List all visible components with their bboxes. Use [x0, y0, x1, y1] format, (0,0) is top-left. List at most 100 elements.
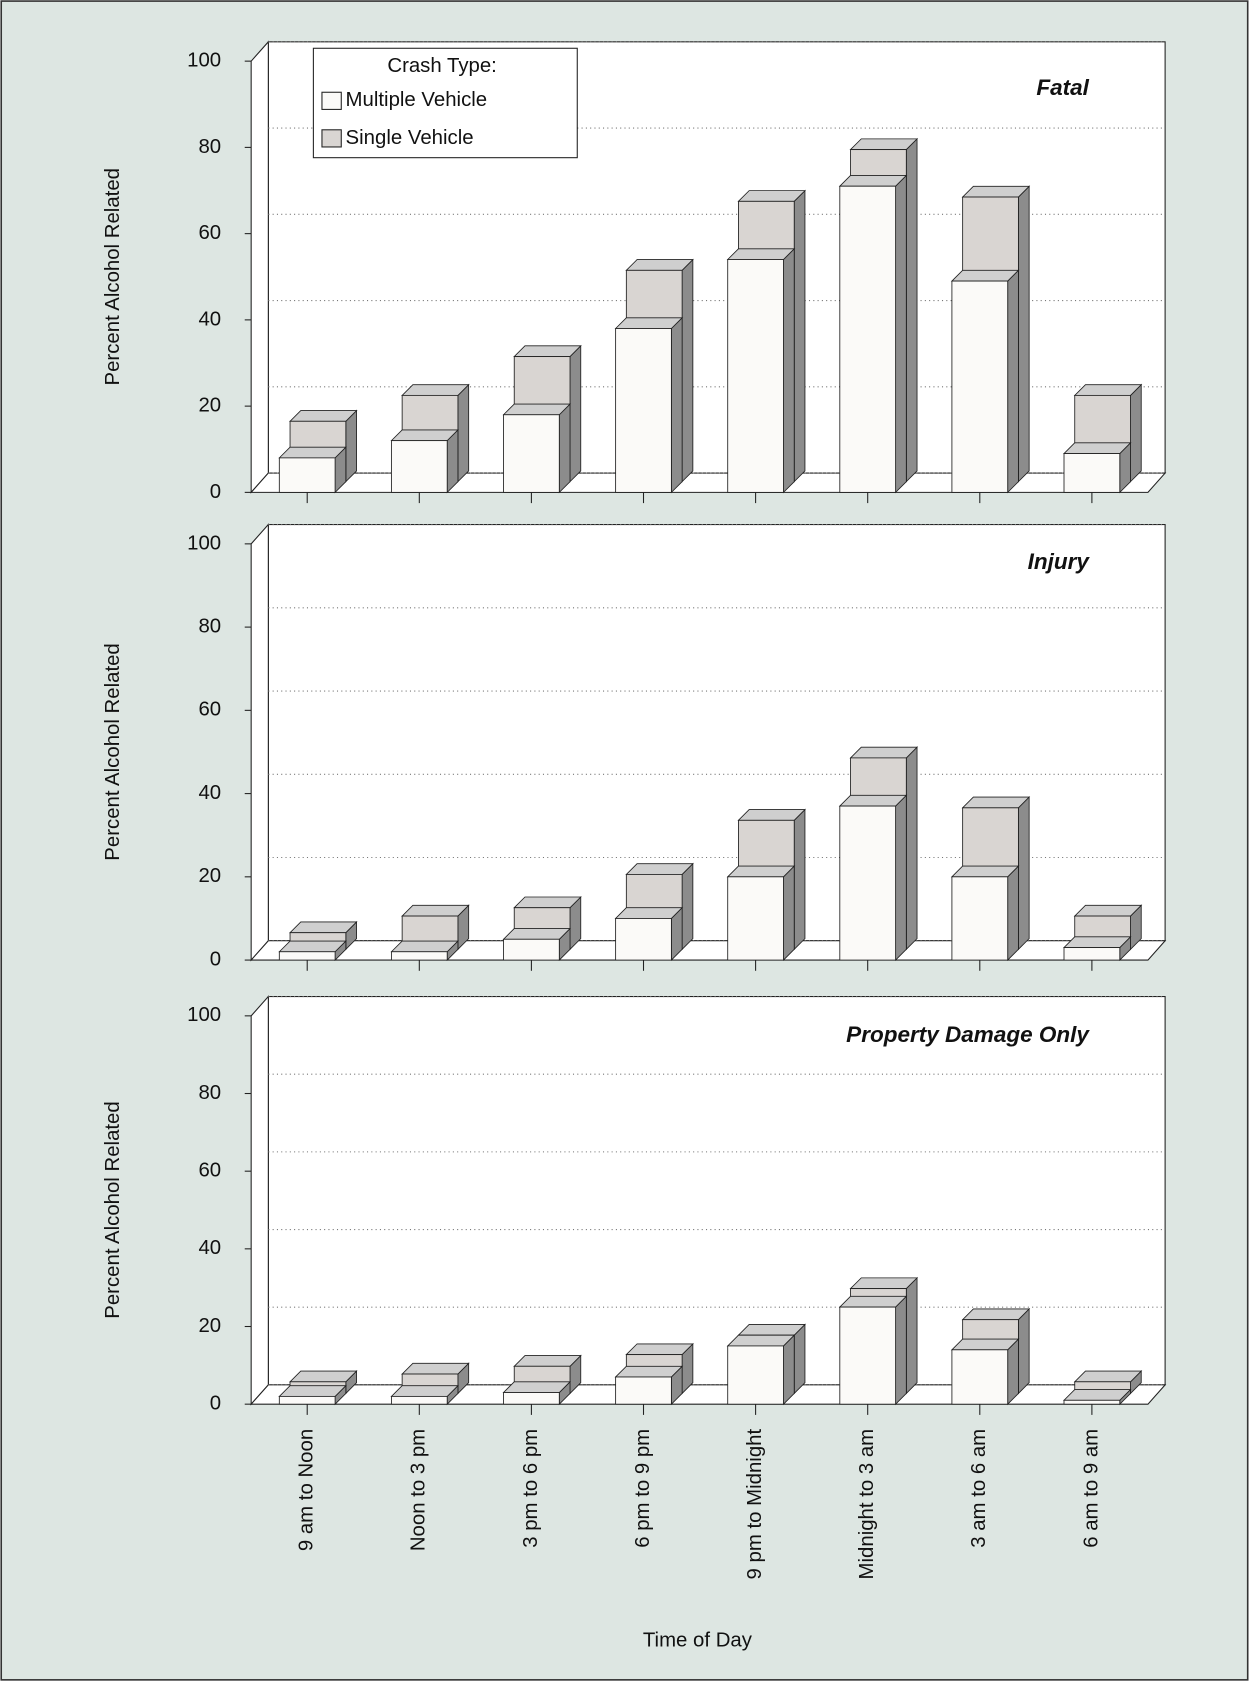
legend-swatch: [321, 129, 342, 148]
bar-top: [401, 904, 470, 917]
bar: [503, 414, 560, 493]
bar: [1063, 1399, 1121, 1405]
bar-top: [502, 928, 572, 940]
floor: [249, 1384, 1167, 1405]
x-tick-label: Midnight to 3 am: [856, 1429, 878, 1580]
bar: [951, 1349, 1009, 1405]
floor: [249, 472, 1167, 493]
bar-top: [513, 1355, 582, 1367]
bar-top: [614, 1365, 684, 1378]
bar-top: [625, 259, 694, 271]
bar: [390, 1395, 448, 1405]
bar-top: [278, 940, 347, 953]
bar: [615, 328, 672, 493]
bar: [615, 918, 672, 961]
legend-box: [312, 47, 578, 159]
legend-swatch: [321, 91, 342, 110]
bar-top: [1062, 1389, 1132, 1401]
y-tick-label: 60: [198, 222, 221, 244]
bar-side: [670, 316, 683, 494]
legend-label: Multiple Vehicle: [346, 89, 488, 111]
bar-side: [1017, 185, 1030, 483]
bar-side: [793, 189, 806, 483]
bar-side: [895, 174, 907, 494]
bar-top: [737, 1324, 806, 1336]
bar-top: [401, 384, 470, 396]
bar-top: [513, 896, 582, 909]
x-tick-label: 9 am to Noon: [296, 1429, 318, 1551]
bar-top: [614, 317, 684, 329]
x-tick-label: 3 pm to 6 pm: [520, 1429, 542, 1548]
bar-top: [950, 865, 1020, 878]
bar: [1063, 453, 1121, 493]
x-tick-label: 6 pm to 9 pm: [632, 1429, 654, 1548]
y-tick-label: 40: [198, 308, 221, 330]
bar-side: [905, 137, 918, 483]
bar-top: [278, 446, 347, 459]
bar-top: [1073, 1370, 1143, 1383]
y-axis-label: Percent Alcohol Related: [102, 168, 124, 385]
bar: [390, 440, 448, 493]
bar: [503, 1392, 560, 1405]
bar-side: [905, 1276, 918, 1395]
bar: [839, 805, 897, 961]
bar: [951, 280, 1009, 493]
panel-title: Property Damage Only: [846, 1022, 1090, 1047]
bar-top: [1062, 442, 1132, 454]
bar: [278, 1395, 336, 1405]
bar-top: [961, 185, 1031, 198]
bar-top: [289, 1370, 358, 1383]
bar-top: [849, 746, 919, 759]
bar: [278, 951, 336, 961]
bar: [727, 876, 784, 961]
legend-label: Single Vehicle: [346, 127, 474, 149]
bar: [390, 951, 448, 961]
bar-side: [905, 746, 918, 951]
bar-top: [726, 248, 796, 260]
bar-top: [401, 1362, 470, 1375]
bar-top: [502, 1381, 572, 1393]
bar-side: [1007, 269, 1019, 494]
bar-side: [457, 383, 470, 483]
y-tick-label: 60: [198, 1160, 221, 1182]
bar-top: [950, 269, 1020, 282]
bar: [951, 876, 1009, 961]
left-wall: [250, 40, 269, 494]
x-tick-label: 9 pm to Midnight: [744, 1429, 766, 1580]
bar-top: [1073, 384, 1143, 396]
back-wall: [267, 524, 1166, 942]
bar: [839, 185, 897, 493]
y-tick-label: 60: [198, 699, 221, 721]
bar: [503, 938, 560, 961]
bar-top: [849, 1277, 919, 1290]
bar-side: [783, 865, 795, 962]
bar-top: [513, 345, 582, 358]
bar-top: [726, 1334, 796, 1347]
bar: [727, 1345, 784, 1405]
bar-top: [838, 794, 908, 807]
x-tick-label: 3 am to 6 am: [968, 1429, 990, 1548]
bar-top: [289, 410, 358, 422]
bar-top: [502, 403, 572, 416]
bar: [615, 1376, 672, 1405]
bar-side: [895, 1295, 907, 1406]
bar-top: [390, 940, 459, 953]
bar: [839, 1306, 897, 1405]
left-wall: [250, 995, 269, 1406]
bar: [727, 259, 784, 493]
back-wall: [267, 996, 1166, 1386]
bar-side: [558, 402, 571, 494]
y-tick-label: 80: [198, 1082, 221, 1104]
bar-top: [726, 865, 796, 878]
bar-top: [1062, 936, 1132, 949]
y-tick-label: 40: [198, 1237, 221, 1259]
y-tick-label: 80: [198, 136, 221, 158]
y-tick-label: 0: [210, 1393, 221, 1415]
bar-top: [737, 809, 806, 821]
bar-top: [390, 1385, 459, 1397]
y-axis-label: Percent Alcohol Related: [102, 1101, 124, 1318]
x-axis-label: Time of Day: [643, 1630, 753, 1652]
bar-side: [783, 1334, 795, 1406]
left-wall: [250, 523, 269, 962]
